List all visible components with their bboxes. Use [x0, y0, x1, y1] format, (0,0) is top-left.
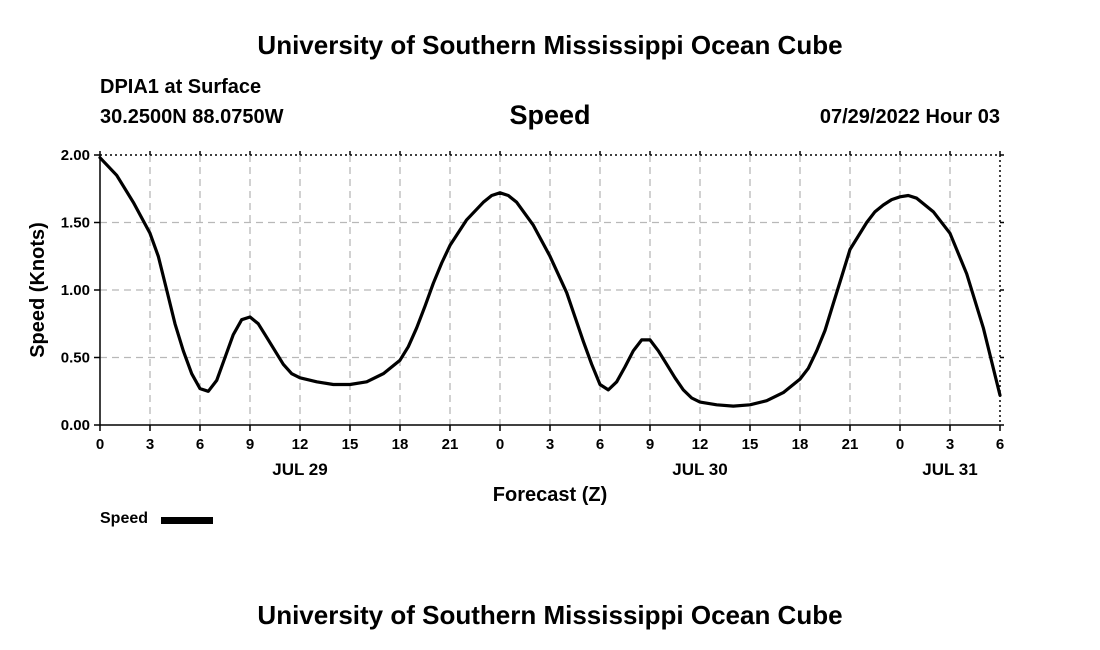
x-tick-label: 6 [996, 436, 1004, 453]
grid-lines [100, 155, 1000, 425]
footer-title: University of Southern Mississippi Ocean… [257, 600, 843, 630]
coordinates-label: 30.2500N 88.0750W [100, 106, 284, 128]
x-axis-title: Forecast (Z) [493, 484, 607, 506]
x-tick-label: 18 [792, 436, 809, 453]
x-tick-label: 18 [392, 436, 409, 453]
y-tick-label: 1.50 [61, 215, 90, 232]
date-label: JUL 31 [922, 460, 977, 479]
x-tick-label: 6 [196, 436, 204, 453]
legend-label: Speed [100, 510, 149, 527]
x-tick-label: 0 [896, 436, 904, 453]
chart-title: Speed [509, 100, 591, 130]
forecast-datetime: 07/29/2022 Hour 03 [819, 106, 1000, 128]
x-tick-label: 3 [146, 436, 154, 453]
x-tick-label: 12 [292, 436, 309, 453]
station-label: DPIA1 at Surface [100, 76, 262, 98]
speed-series-line [98, 156, 1002, 408]
y-axis-title: Speed (Knots) [27, 222, 49, 358]
x-tick-label: 9 [246, 436, 254, 453]
legend-swatch [161, 517, 213, 524]
x-tick-label: 21 [442, 436, 459, 453]
y-tick-label: 1.00 [61, 282, 90, 299]
x-tick-label: 12 [692, 436, 709, 453]
x-tick-label: 3 [946, 436, 954, 453]
x-tick-label: 0 [496, 436, 504, 453]
x-tick-label: 0 [96, 436, 104, 453]
x-tick-label: 15 [342, 436, 359, 453]
y-tick-label: 0.50 [61, 350, 90, 367]
x-tick-label: 3 [546, 436, 554, 453]
x-tick-label: 6 [596, 436, 604, 453]
date-label: JUL 30 [672, 460, 727, 479]
x-tick-label: 9 [646, 436, 654, 453]
x-tick-label: 21 [842, 436, 859, 453]
y-tick-label: 2.00 [61, 147, 90, 164]
x-tick-label: 15 [742, 436, 759, 453]
page-title: University of Southern Mississippi Ocean… [257, 30, 843, 60]
date-label: JUL 29 [272, 460, 327, 479]
y-tick-label: 0.00 [61, 417, 90, 434]
